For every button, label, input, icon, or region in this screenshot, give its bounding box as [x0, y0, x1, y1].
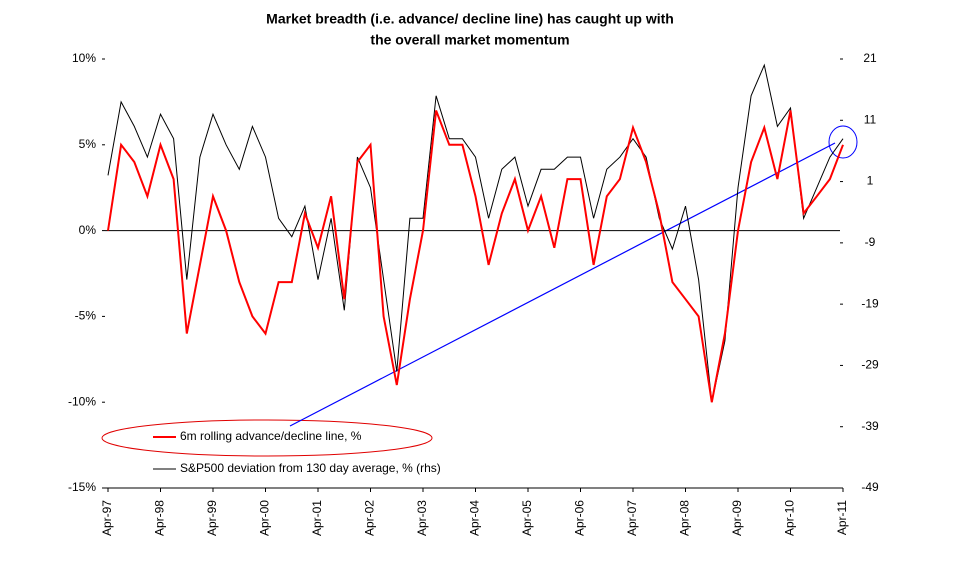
y2-tick-label: 1: [867, 174, 874, 188]
x-tick-label: Apr-98: [153, 500, 167, 536]
x-tick-label: Apr-01: [310, 500, 324, 536]
legend-label: 6m rolling advance/decline line, %: [180, 429, 362, 443]
x-tick-label: Apr-99: [205, 500, 219, 536]
chart-title: the overall market momentum: [370, 32, 569, 48]
x-tick-label: Apr-10: [783, 500, 797, 536]
x-tick-label: Apr-08: [678, 500, 692, 536]
x-tick-label: Apr-05: [520, 500, 534, 536]
annotation-arrow: [289, 142, 836, 427]
x-tick-label: Apr-03: [415, 500, 429, 536]
y2-tick-label: -49: [861, 480, 879, 494]
y2-tick-label: 21: [863, 51, 877, 65]
highlight-ellipse: [101, 419, 433, 457]
line-series: [107, 63, 844, 403]
y-tick-label: 5%: [79, 137, 97, 151]
x-tick-label: Apr-97: [100, 500, 114, 536]
legend-label: S&P500 deviation from 130 day average, %…: [180, 461, 441, 475]
x-tick-label: Apr-06: [573, 500, 587, 536]
x-tick-label: Apr-07: [625, 500, 639, 536]
x-tick-label: Apr-04: [468, 500, 482, 536]
x-tick-label: Apr-09: [730, 500, 744, 536]
y-tick-label: -10%: [68, 394, 96, 408]
y-tick-label: 10%: [72, 51, 96, 65]
x-tick-label: Apr-02: [363, 500, 377, 536]
y-tick-label: -5%: [75, 309, 97, 323]
line-series: [107, 110, 844, 403]
y2-tick-label: -29: [861, 358, 879, 372]
x-tick-label: Apr-11: [835, 500, 849, 535]
y2-tick-label: 11: [864, 112, 877, 126]
highlight-circle: [828, 125, 858, 159]
y-tick-label: 0%: [79, 223, 97, 237]
y2-tick-label: -9: [865, 235, 876, 249]
y2-tick-label: -19: [861, 296, 879, 310]
chart-title: Market breadth (i.e. advance/ decline li…: [266, 11, 674, 27]
y2-tick-label: -39: [861, 419, 879, 433]
x-tick-label: Apr-00: [258, 500, 272, 536]
y-tick-label: -15%: [68, 480, 96, 494]
